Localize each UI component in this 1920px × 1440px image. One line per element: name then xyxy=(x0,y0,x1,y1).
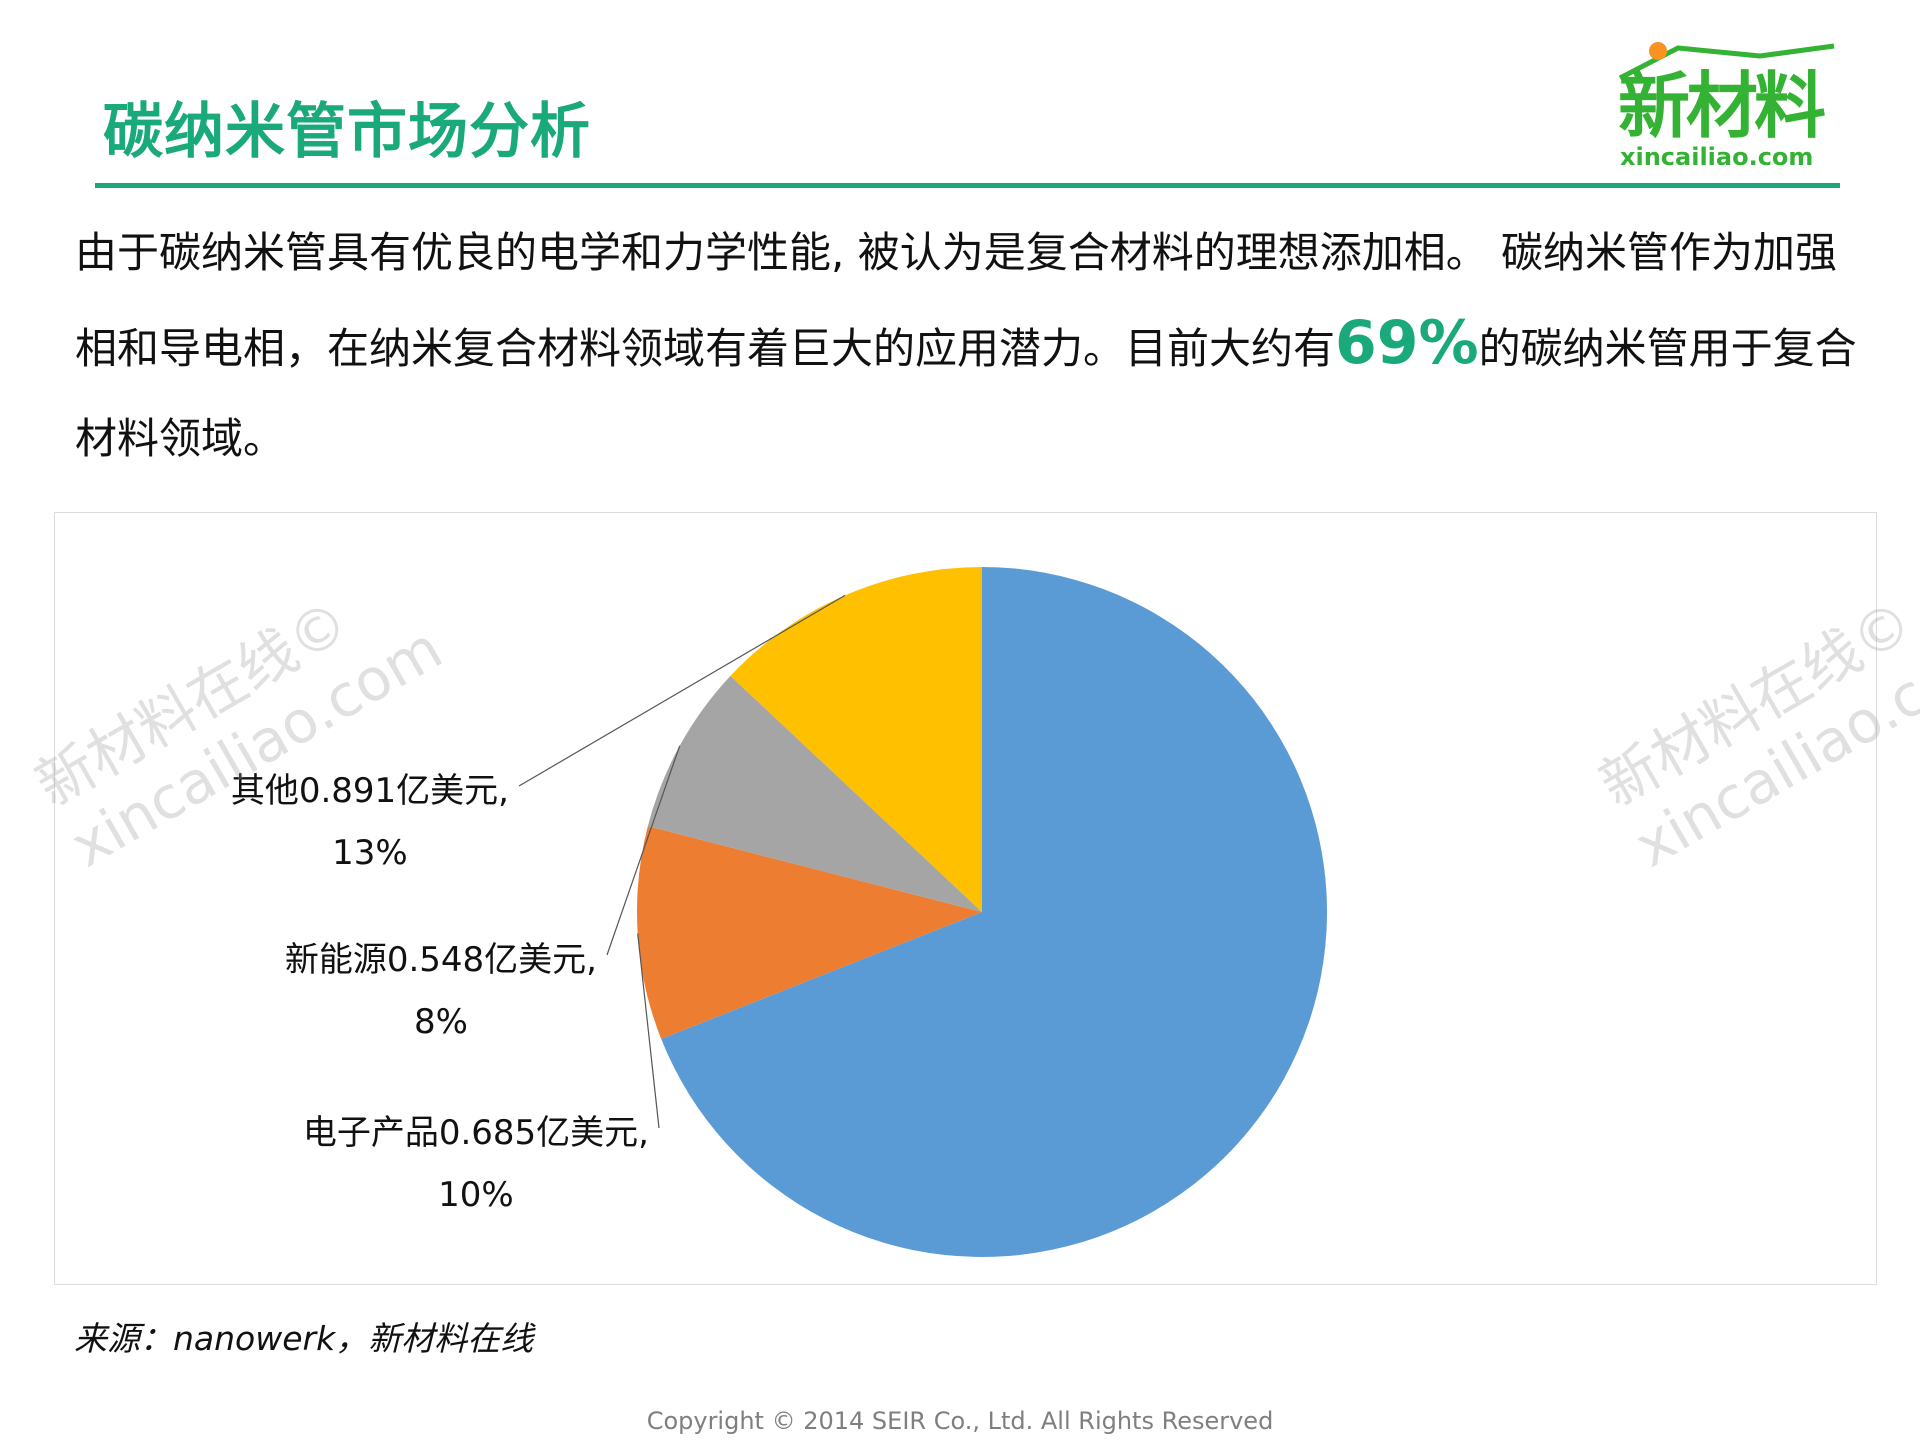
logo-domain: xincailiao.com xyxy=(1620,143,1814,171)
slice-label-value-3: 其他0.891亿美元, xyxy=(231,771,509,811)
leader-line-2 xyxy=(606,745,681,956)
copyright-notice: Copyright © 2014 SEIR Co., Ltd. All Righ… xyxy=(646,1407,1274,1435)
slice-label-value-2: 新能源0.548亿美元, xyxy=(285,940,597,980)
slice-label-percent-2: 8% xyxy=(414,1002,468,1042)
slice-label-2: 新能源0.548亿美元, 8% xyxy=(285,940,597,1042)
logo-sun-icon xyxy=(1649,42,1667,60)
slice-label-value-1: 电子产品0.685亿美元, xyxy=(303,1113,649,1153)
title-underline xyxy=(95,183,1840,188)
slice-label-1: 电子产品0.685亿美元, 10% xyxy=(303,1113,649,1215)
pie-slice-1 xyxy=(637,826,982,1039)
pie-slice-2 xyxy=(647,675,982,912)
chart-frame xyxy=(54,512,1877,1285)
slice-label-3: 其他0.891亿美元, 13% xyxy=(231,771,509,873)
intro-text-after: 的碳纳米管用于复合材料领域。 xyxy=(75,324,1857,463)
source-note: 来源：nanowerk，新材料在线 xyxy=(74,1319,534,1358)
leader-line-3 xyxy=(518,594,846,787)
intro-highlight-percent: 69% xyxy=(1335,308,1479,378)
page-title: 碳纳米管市场分析 xyxy=(103,97,591,167)
logo-wordmark: 新材料 xyxy=(1618,64,1826,148)
slice-label-percent-3: 13% xyxy=(332,833,408,873)
brand-logo[interactable]: 新材料 xincailiao.com xyxy=(1608,38,1840,173)
pie-chart: 复合材料4.729亿美元,69%电子产品0.685亿美元,10%新能源0.548… xyxy=(231,567,1328,1257)
intro-paragraph: 由于碳纳米管具有优良的电学和力学性能, 被认为是复合材料的理想添加相。 碳纳米管… xyxy=(75,208,1875,484)
leader-line-1 xyxy=(637,933,660,1129)
pie-slice-3 xyxy=(730,567,982,912)
house-roof-icon xyxy=(1618,43,1835,81)
pie-slice-0 xyxy=(661,567,1328,1257)
slice-label-percent-1: 10% xyxy=(438,1175,514,1215)
intro-text-before: 由于碳纳米管具有优良的电学和力学性能, 被认为是复合材料的理想添加相。 碳纳米管… xyxy=(75,228,1838,373)
